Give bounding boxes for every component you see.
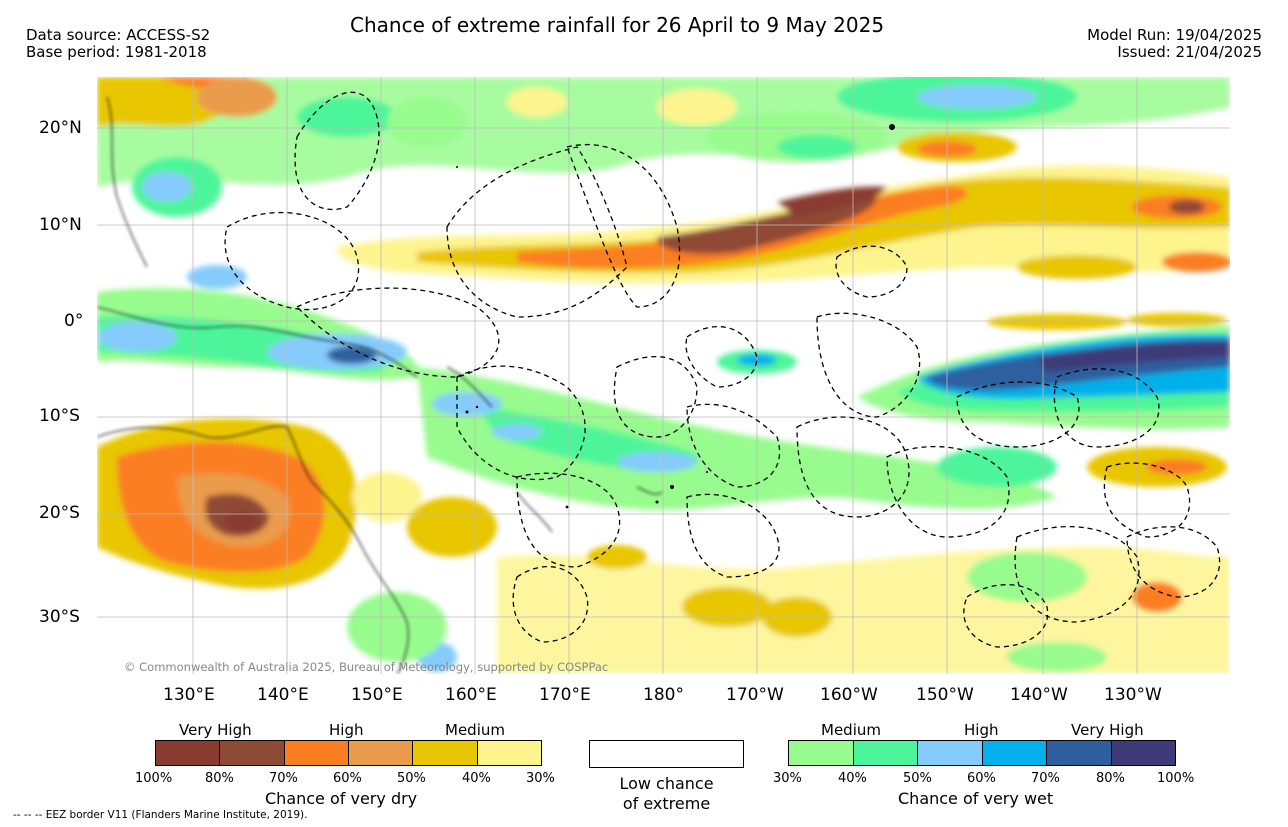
eez-borders bbox=[224, 91, 1221, 648]
lon-label: 130°W bbox=[1104, 685, 1162, 705]
lon-label: 130°E bbox=[163, 685, 215, 705]
legend-tick: 100% bbox=[135, 771, 173, 786]
legend-swatch bbox=[284, 741, 349, 765]
legend-low-chance-line2: of extreme bbox=[622, 794, 711, 813]
legend-tick: 60% bbox=[967, 771, 996, 786]
graticule bbox=[97, 77, 1230, 674]
lat-label: 10°N bbox=[39, 215, 82, 235]
rainfall-map bbox=[97, 77, 1230, 674]
legend-tick: 50% bbox=[397, 771, 426, 786]
legend-tick: 70% bbox=[269, 771, 298, 786]
legend-dry-colorbar bbox=[155, 740, 542, 766]
lon-label: 180° bbox=[643, 685, 684, 705]
lat-label: 20°N bbox=[39, 118, 82, 138]
legend-swatch bbox=[220, 741, 285, 765]
legend-tick: 30% bbox=[773, 771, 802, 786]
copyright-label: © Commonwealth of Australia 2025, Bureau… bbox=[124, 660, 609, 674]
legend-swatch bbox=[853, 741, 918, 765]
legend-swatch bbox=[413, 741, 478, 765]
legend-swatch bbox=[477, 741, 541, 765]
data-source-label: Data source: ACCESS-S2 bbox=[26, 26, 211, 44]
legend-tick: 80% bbox=[205, 771, 234, 786]
legend-tick: 70% bbox=[1031, 771, 1060, 786]
lon-label: 150°W bbox=[916, 685, 974, 705]
base-period-label: Base period: 1981-2018 bbox=[26, 43, 207, 61]
lon-label: 140°E bbox=[257, 685, 309, 705]
lon-label: 160°W bbox=[820, 685, 878, 705]
lon-label: 140°W bbox=[1010, 685, 1068, 705]
map-title: Chance of extreme rainfall for 26 April … bbox=[350, 13, 885, 37]
legend-dry-very-high: Very High bbox=[179, 721, 252, 739]
lat-label: 10°S bbox=[39, 406, 80, 426]
lon-label: 170°W bbox=[726, 685, 784, 705]
legend-swatch bbox=[156, 741, 221, 765]
lat-label: 20°S bbox=[39, 503, 80, 523]
legend-wet-title: Chance of very wet bbox=[898, 789, 1054, 808]
legend-tick: 40% bbox=[838, 771, 867, 786]
legend-wet-medium: Medium bbox=[821, 721, 881, 739]
eez-border-note: -- -- -- EEZ border V11 (Flanders Marine… bbox=[13, 809, 308, 821]
lat-label: 0° bbox=[64, 311, 84, 331]
legend-swatch bbox=[1047, 741, 1112, 765]
lon-label: 160°E bbox=[445, 685, 497, 705]
lat-label: 30°S bbox=[39, 607, 80, 627]
legend-tick: 30% bbox=[526, 771, 555, 786]
legend-tick: 50% bbox=[903, 771, 932, 786]
legend-low-chance-line1: Low chance bbox=[619, 774, 714, 793]
legend-tick: 60% bbox=[333, 771, 362, 786]
legend-wet-high: High bbox=[964, 721, 999, 739]
legend-low-chance-swatch bbox=[589, 740, 744, 768]
legend-dry-medium: Medium bbox=[445, 721, 505, 739]
legend-swatch bbox=[789, 741, 854, 765]
legend-swatch bbox=[1111, 741, 1175, 765]
legend-swatch bbox=[918, 741, 983, 765]
legend-dry-title: Chance of very dry bbox=[265, 789, 418, 808]
legend-wet-very-high: Very High bbox=[1071, 721, 1144, 739]
legend-wet-colorbar bbox=[788, 740, 1176, 766]
lon-label: 150°E bbox=[351, 685, 403, 705]
lon-label: 170°E bbox=[539, 685, 591, 705]
legend-swatch bbox=[982, 741, 1047, 765]
coastlines bbox=[97, 96, 663, 674]
islands bbox=[456, 124, 895, 509]
issued-label: Issued: 21/04/2025 bbox=[1117, 43, 1262, 61]
legend-tick: 40% bbox=[462, 771, 491, 786]
legend-tick: 100% bbox=[1157, 771, 1195, 786]
legend-tick: 80% bbox=[1096, 771, 1125, 786]
legend-dry-high: High bbox=[329, 721, 364, 739]
legend-swatch bbox=[348, 741, 414, 765]
model-run-label: Model Run: 19/04/2025 bbox=[1087, 26, 1262, 44]
